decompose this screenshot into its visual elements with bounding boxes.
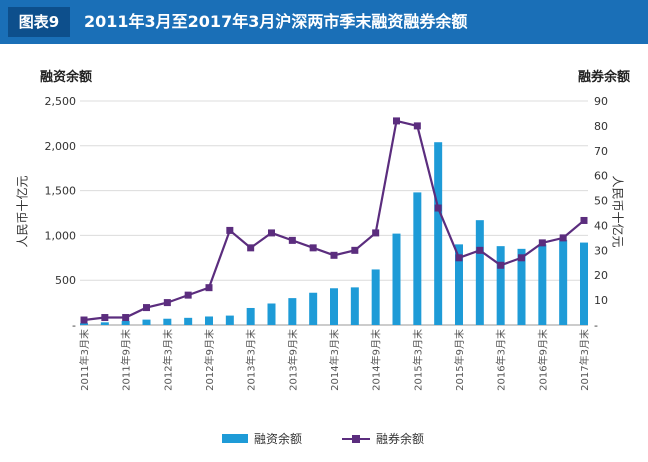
bar	[163, 318, 172, 325]
bar	[100, 322, 109, 325]
line-point	[226, 226, 234, 234]
bar	[392, 233, 401, 325]
bar	[330, 288, 338, 325]
legend-item-line: 融券余额	[342, 430, 424, 447]
line-point	[163, 299, 171, 307]
bar	[205, 316, 213, 325]
x-tick-label: 2011年9月末	[120, 329, 133, 391]
bar	[559, 239, 568, 325]
line-point	[288, 236, 296, 244]
right-axis-title: 融券余额	[578, 70, 631, 85]
x-tick-label: 2014年9月末	[370, 329, 383, 391]
bar	[496, 246, 505, 325]
line-point	[518, 254, 525, 262]
line-point	[268, 229, 275, 237]
line-point	[559, 234, 567, 242]
x-tick-label: 2015年9月末	[453, 329, 466, 391]
left-tick-label: -	[72, 319, 76, 332]
chart-header: 图表9 2011年3月至2017年3月沪深两市季末融资融券余额	[0, 0, 648, 44]
line-point	[497, 261, 505, 269]
line-point	[309, 244, 317, 252]
right-tick-label: -	[594, 319, 598, 332]
bar	[580, 242, 588, 325]
right-tick-label: 10	[594, 294, 608, 307]
bar	[267, 303, 276, 325]
legend-item-bar: 融资余额	[222, 430, 302, 447]
bar	[413, 192, 422, 325]
bar	[434, 142, 443, 325]
line-point	[455, 254, 463, 262]
line-point	[101, 314, 109, 322]
bar	[517, 248, 526, 325]
bar	[246, 307, 255, 325]
x-tick-label: 2016年3月末	[495, 329, 508, 391]
x-tick-label: 2012年3月末	[161, 329, 174, 391]
right-tick-label: 80	[594, 120, 608, 133]
bar	[455, 244, 463, 325]
bar	[538, 244, 547, 325]
bar	[225, 315, 234, 325]
x-tick-label: 2013年9月末	[286, 329, 299, 391]
right-tick-label: 30	[594, 244, 608, 257]
line-point	[580, 216, 588, 224]
bar	[288, 298, 297, 325]
legend-bar-label: 融资余额	[254, 432, 303, 446]
left-tick-label: 500	[55, 274, 76, 287]
bar	[80, 323, 88, 325]
right-tick-label: 50	[594, 195, 608, 208]
line-point	[393, 117, 400, 125]
left-axis-title: 融资余额	[40, 70, 93, 85]
line-point	[476, 246, 484, 254]
line-point	[538, 239, 546, 247]
bar	[371, 269, 380, 325]
right-tick-label: 60	[594, 170, 608, 183]
line-point	[122, 314, 130, 322]
right-tick-label: 40	[594, 219, 608, 232]
x-tick-label: 2012年9月末	[203, 329, 216, 391]
x-tick-label: 2014年3月末	[328, 329, 341, 391]
bar	[475, 220, 484, 325]
line-point	[434, 204, 442, 212]
x-tick-label: 2011年3月末	[78, 329, 91, 391]
left-tick-label: 2,500	[45, 95, 77, 108]
line-point	[80, 316, 88, 324]
right-tick-label: 20	[594, 269, 608, 282]
x-tick-label: 2013年3月末	[245, 329, 258, 391]
line-point	[372, 229, 380, 237]
bar	[350, 287, 359, 325]
right-tick-label: 70	[594, 145, 608, 158]
line-point	[205, 284, 213, 292]
bar	[184, 317, 193, 325]
line-point	[330, 251, 338, 259]
line-point	[247, 244, 255, 252]
line-point	[351, 246, 359, 254]
legend-bar-swatch	[222, 434, 248, 443]
bar-series	[80, 142, 588, 325]
bar	[121, 320, 130, 325]
left-tick-label: 2,000	[45, 140, 77, 153]
left-tick-label: 1,000	[45, 229, 77, 242]
left-tick-label: 1,500	[45, 185, 77, 198]
line-point	[413, 122, 421, 130]
figure-badge: 图表9	[8, 7, 70, 37]
chart-title: 2011年3月至2017年3月沪深两市季末融资融券余额	[84, 12, 468, 31]
bar	[309, 292, 318, 325]
x-tick-label: 2016年9月末	[536, 329, 549, 391]
bar	[142, 319, 151, 325]
x-tick-label: 2017年3月末	[578, 329, 591, 391]
line-point	[184, 291, 192, 299]
right-tick-label: 90	[594, 95, 608, 108]
legend-line-label: 融券余额	[376, 432, 425, 446]
line-point	[143, 304, 150, 312]
tick-labels: - 500 1,000 1,500 2,000 2,500 - 10 20 30 40 50 60 70 8…	[45, 95, 609, 391]
line-series	[80, 117, 588, 324]
legend-line-swatch	[342, 434, 370, 444]
x-tick-label: 2015年3月末	[411, 329, 424, 391]
